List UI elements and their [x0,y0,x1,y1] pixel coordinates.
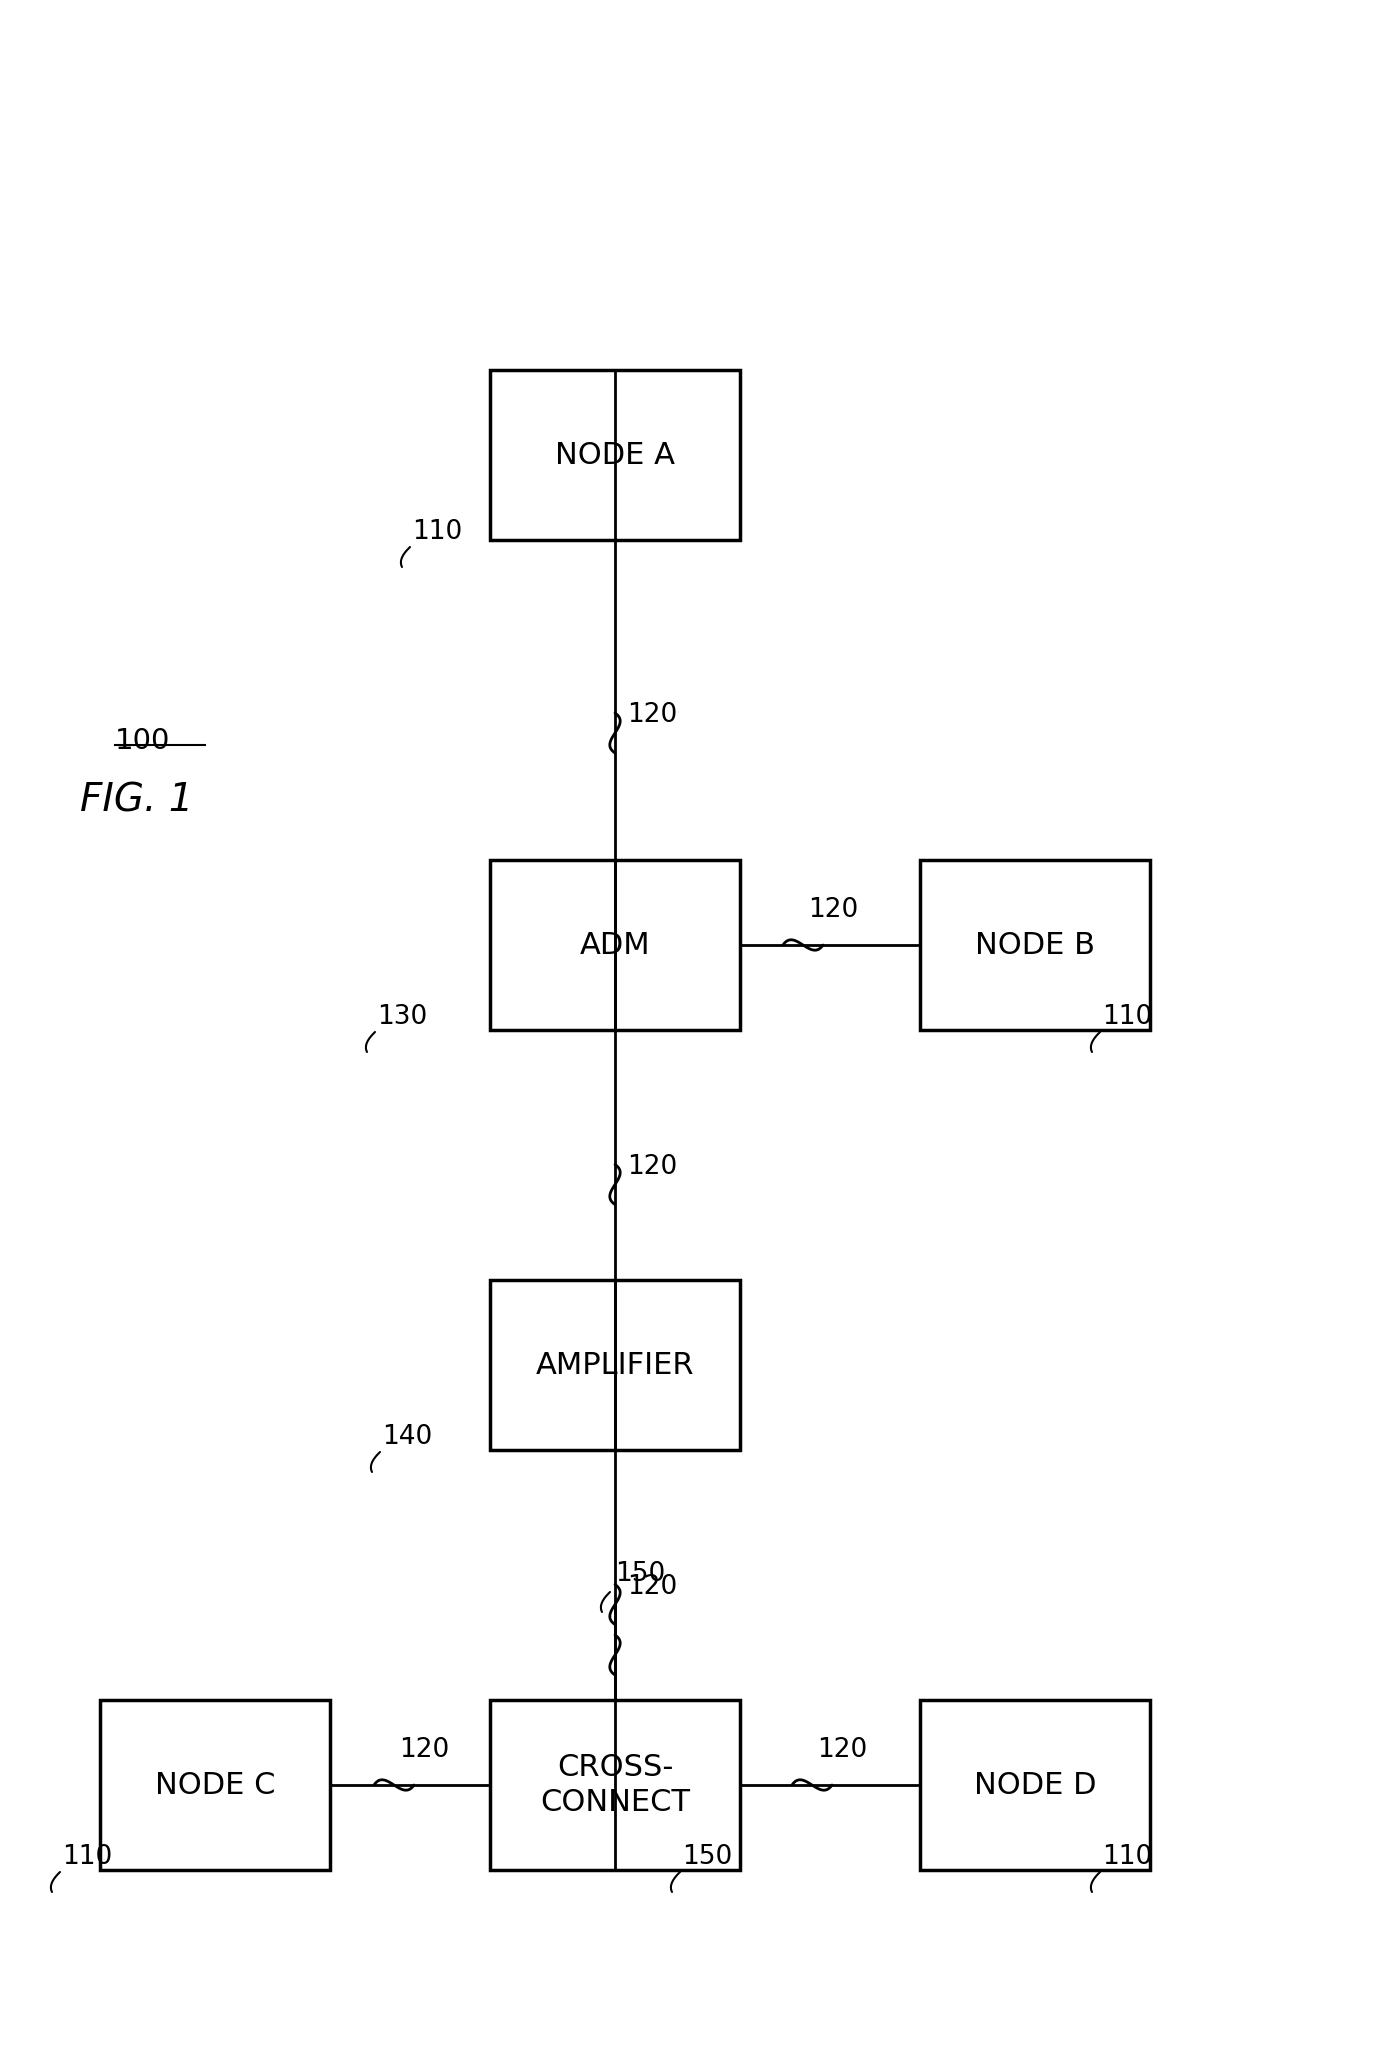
Text: CROSS-
CONNECT: CROSS- CONNECT [540,1753,690,1817]
Text: 150: 150 [681,1844,732,1870]
Text: 120: 120 [627,702,677,729]
Text: 120: 120 [627,1154,677,1180]
Text: 150: 150 [615,1560,665,1587]
Text: NODE B: NODE B [974,930,1095,959]
Text: AMPLIFIER: AMPLIFIER [536,1351,694,1380]
Text: 110: 110 [62,1844,112,1870]
Text: 130: 130 [377,1004,427,1031]
Bar [920,860,1150,1031]
Text: 120: 120 [399,1737,449,1764]
Text: NODE A: NODE A [556,441,674,470]
Bar [491,370,739,540]
Text: 110: 110 [1101,1844,1153,1870]
Text: NODE D: NODE D [974,1770,1096,1800]
Text: 100: 100 [115,727,170,756]
Text: ADM: ADM [579,930,651,959]
Text: 120: 120 [627,1573,677,1599]
Bar [100,1700,330,1870]
Bar [491,1700,739,1870]
Bar [491,860,739,1031]
Text: 110: 110 [1101,1004,1153,1031]
Text: 120: 120 [808,897,858,924]
Text: FIG. 1: FIG. 1 [80,782,193,819]
Text: 110: 110 [412,519,462,544]
Text: NODE C: NODE C [155,1770,275,1800]
Bar [920,1700,1150,1870]
Bar [491,1279,739,1449]
Text: 120: 120 [817,1737,868,1764]
Text: 140: 140 [381,1425,433,1449]
